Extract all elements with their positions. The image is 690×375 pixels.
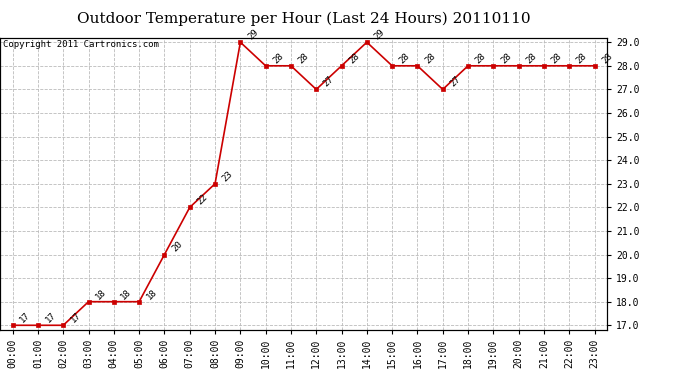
Text: 28: 28 <box>473 51 488 65</box>
Text: 28: 28 <box>524 51 538 65</box>
Text: 27: 27 <box>448 75 462 88</box>
Text: 28: 28 <box>271 51 285 65</box>
Text: 28: 28 <box>499 51 513 65</box>
Text: 28: 28 <box>397 51 412 65</box>
Text: 18: 18 <box>94 287 108 301</box>
Text: 18: 18 <box>145 287 159 301</box>
Text: 18: 18 <box>119 287 133 301</box>
Text: 23: 23 <box>221 169 235 183</box>
Text: 28: 28 <box>297 51 310 65</box>
Text: 29: 29 <box>246 27 260 42</box>
Text: Copyright 2011 Cartronics.com: Copyright 2011 Cartronics.com <box>3 40 159 50</box>
Text: Outdoor Temperature per Hour (Last 24 Hours) 20110110: Outdoor Temperature per Hour (Last 24 Ho… <box>77 11 531 26</box>
Text: 20: 20 <box>170 240 184 254</box>
Text: 28: 28 <box>575 51 589 65</box>
Text: 28: 28 <box>549 51 564 65</box>
Text: 17: 17 <box>18 310 32 324</box>
Text: 28: 28 <box>347 51 361 65</box>
Text: 29: 29 <box>373 27 386 42</box>
Text: 28: 28 <box>600 51 614 65</box>
Text: 17: 17 <box>43 310 57 324</box>
Text: 17: 17 <box>69 310 83 324</box>
Text: 22: 22 <box>195 193 209 207</box>
Text: 28: 28 <box>423 51 437 65</box>
Text: 27: 27 <box>322 75 336 88</box>
